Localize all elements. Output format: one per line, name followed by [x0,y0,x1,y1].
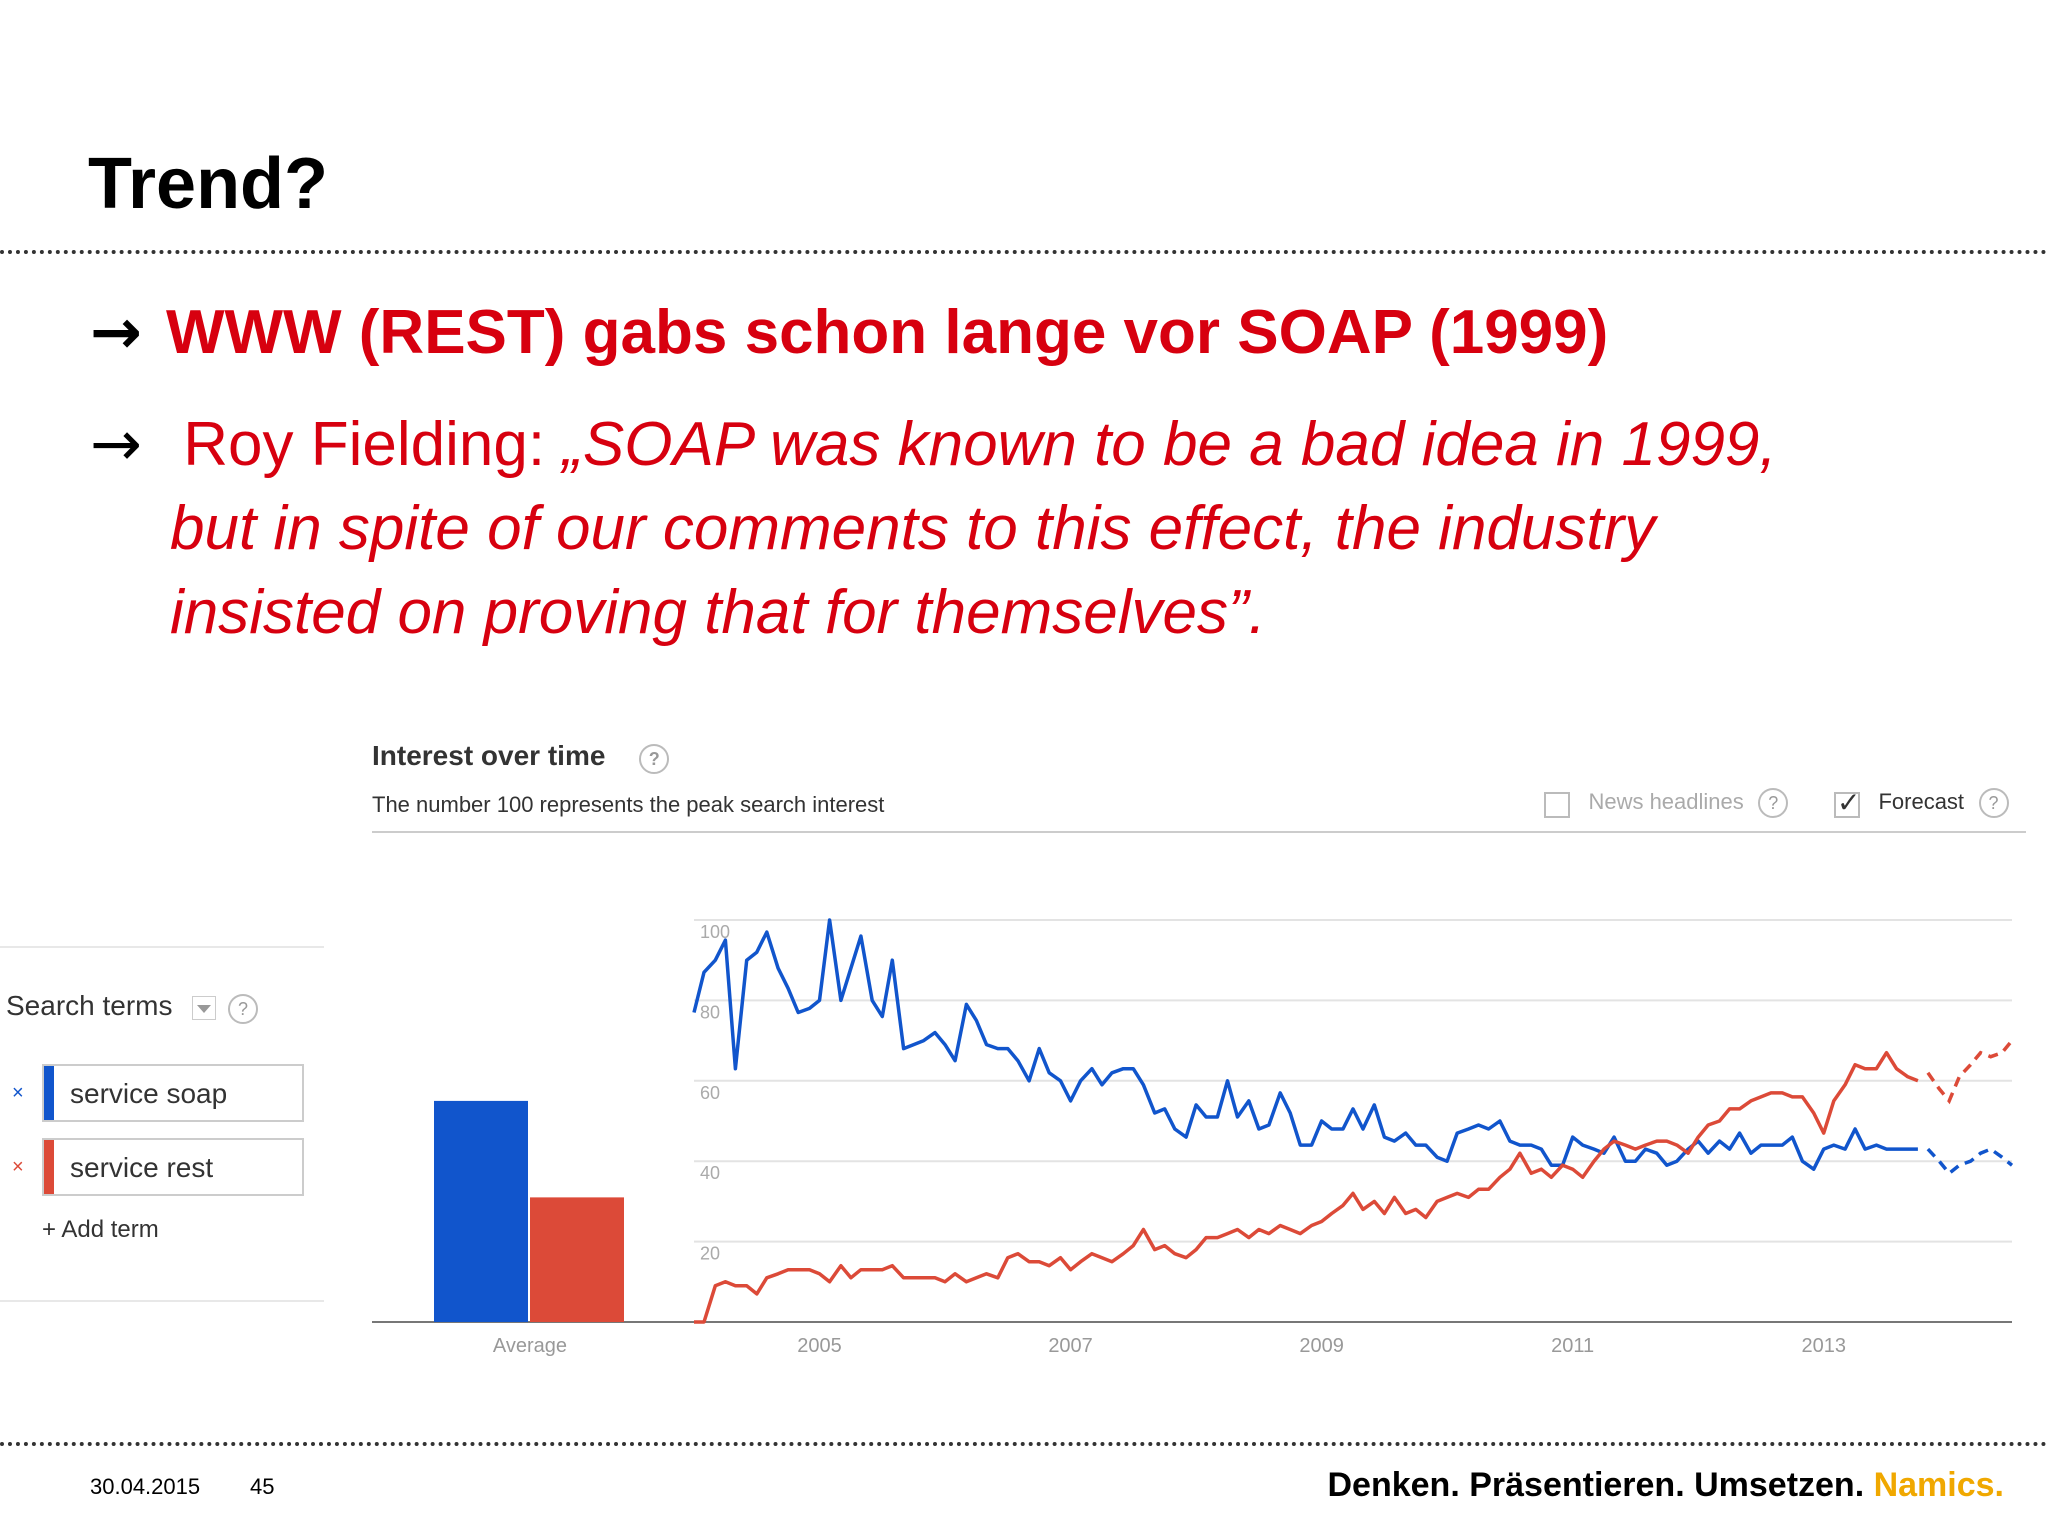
series-line [692,918,1918,1171]
footer-tagline: Denken. Präsentieren. Umsetzen. Namics. [1328,1466,2005,1505]
help-icon[interactable]: ? [1978,788,2009,818]
bullet-1: → WWW (REST) gabs schon lange vor SOAP (1… [90,290,1608,375]
x-tick-label: 2005 [797,1335,842,1357]
bullet-1-text: WWW (REST) gabs schon lange vor SOAP (19… [166,298,1609,367]
y-tick-label: 60 [700,1083,720,1103]
average-label: Average [493,1335,567,1357]
bullet-2-quote-line-3: insisted on proving that for themselves”… [170,578,1266,647]
footer-page-number: 45 [250,1474,275,1499]
arrow-icon: → [90,295,142,368]
remove-term-icon[interactable]: × [12,1156,24,1178]
term-chip-service-soap[interactable]: service soap [42,1064,304,1122]
arrow-icon: → [90,407,142,480]
footer-date: 30.04.2015 [90,1474,201,1499]
bullet-2: → Roy Fielding: „SOAP was known to be a … [90,402,1970,655]
chart-header-rule [372,831,2026,833]
chart-title: Interest over time ? [372,740,670,774]
bullet-2-quote-line-2: but in spite of our comments to this eff… [170,494,1656,563]
y-tick-label: 40 [700,1163,720,1183]
panel-bottom-rule [0,1300,324,1302]
bullet-2-lead: Roy Fielding: [166,410,563,479]
x-tick-label: 2013 [1801,1335,1846,1357]
x-tick-label: 2009 [1299,1335,1344,1357]
tagline-text: Denken. Präsentieren. Umsetzen. [1327,1466,1874,1504]
remove-term-icon[interactable]: × [12,1082,24,1104]
term-color-bar [44,1066,54,1120]
forecast-toggle[interactable]: Forecast ? [1834,786,2009,819]
top-divider [0,250,2048,254]
news-headlines-toggle[interactable]: News headlines ? [1544,788,1789,818]
average-bar [434,1100,528,1322]
chart-title-text: Interest over time [372,740,606,771]
bullet-2-quote: „SOAP was known to be a bad idea in 1999… [562,410,1777,479]
chevron-down-icon[interactable] [192,995,217,1020]
x-tick-label: 2011 [1551,1335,1594,1357]
series-forecast-line [1926,1147,2014,1176]
chart-subtitle: The number 100 represents the peak searc… [372,792,885,817]
term-label: service soap [70,1078,228,1109]
y-tick-label: 100 [700,922,730,942]
add-term-link[interactable]: + Add term [42,1216,159,1243]
y-tick-label: 80 [700,1002,720,1022]
search-terms-header: Search terms ? [6,990,259,1024]
bottom-divider [0,1442,2048,1446]
help-icon[interactable]: ? [639,744,670,774]
brand-name: Namics. [1873,1466,2004,1504]
slide-title: Trend? [88,144,329,224]
series-forecast-line [1926,1039,2014,1105]
help-icon[interactable]: ? [228,994,259,1024]
term-label: service rest [70,1152,214,1183]
x-tick-label: 2007 [1048,1335,1093,1357]
average-bar [530,1197,624,1322]
forecast-label: Forecast [1878,789,1965,814]
news-checkbox[interactable] [1544,791,1570,818]
panel-top-rule [0,946,324,948]
y-tick-label: 20 [700,1244,720,1264]
search-terms-label: Search terms [6,990,173,1021]
term-color-bar [44,1140,54,1194]
forecast-checkbox[interactable] [1834,786,1860,819]
help-icon[interactable]: ? [1758,788,1789,818]
series-line [694,1050,1919,1324]
term-chip-service-rest[interactable]: service rest [42,1138,304,1196]
news-label: News headlines [1588,789,1744,814]
